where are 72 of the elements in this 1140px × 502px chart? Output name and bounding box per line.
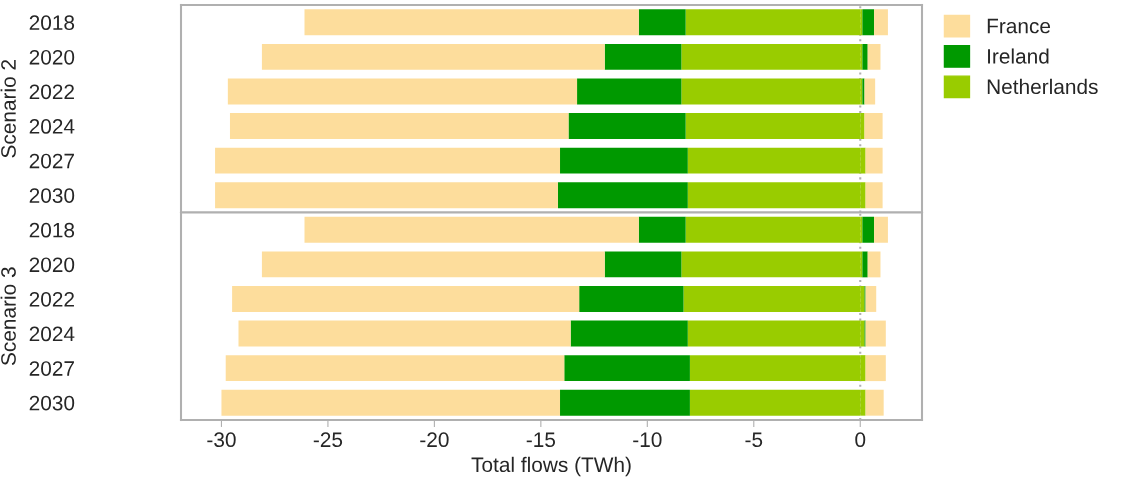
y-tick-label: 2022 xyxy=(29,291,74,307)
bar xyxy=(865,147,883,174)
bar xyxy=(685,216,861,243)
bar xyxy=(685,113,861,140)
bar xyxy=(687,320,861,347)
bar xyxy=(864,113,883,140)
y-axis-title: Scenario 3 xyxy=(0,267,16,366)
y-tick-label: 2030 xyxy=(29,188,75,203)
bar xyxy=(867,251,881,278)
bar xyxy=(862,9,875,36)
bar xyxy=(215,147,561,174)
bar xyxy=(865,182,883,209)
bar xyxy=(564,355,690,382)
bar xyxy=(560,147,688,174)
bar xyxy=(577,78,682,105)
x-tick-label: -30 xyxy=(207,432,236,448)
x-tick-label: -15 xyxy=(526,432,556,448)
bar xyxy=(683,285,861,312)
bar xyxy=(225,355,565,382)
legend-label: France xyxy=(987,18,1051,34)
bar xyxy=(560,389,690,416)
x-tick-label: 0 xyxy=(855,432,866,448)
y-tick-label: 2018 xyxy=(29,222,75,238)
y-tick-label: 2024 xyxy=(29,119,75,134)
y-tick-label: 2020 xyxy=(29,257,75,273)
legend-label: Ireland xyxy=(988,48,1049,64)
bar xyxy=(681,43,861,70)
bar xyxy=(865,285,877,312)
x-axis-title: Total flows (TWh) xyxy=(471,456,631,477)
x-tick-label: -10 xyxy=(633,432,662,448)
y-tick-label: 2027 xyxy=(29,361,74,376)
x-tick-label: -25 xyxy=(313,432,343,448)
y-tick-label: 2022 xyxy=(29,84,74,100)
y-tick-label: 2024 xyxy=(29,326,75,342)
bar xyxy=(862,216,875,243)
bar xyxy=(261,43,605,70)
bar xyxy=(304,9,639,36)
y-tick-label: 2027 xyxy=(29,153,74,169)
bar xyxy=(261,251,605,278)
bar xyxy=(864,78,876,105)
bar xyxy=(227,78,578,105)
bar xyxy=(579,285,684,312)
bar xyxy=(604,251,682,278)
bar xyxy=(557,182,688,209)
bar xyxy=(681,78,861,105)
y-axis-title: Scenario 2 xyxy=(0,59,16,158)
bar xyxy=(865,389,884,416)
bar xyxy=(874,216,888,243)
y-tick-label: 2030 xyxy=(29,395,75,411)
bar xyxy=(865,320,886,347)
bar xyxy=(238,320,571,347)
bar xyxy=(862,43,868,70)
bar xyxy=(232,285,580,312)
bar xyxy=(638,9,686,36)
bar xyxy=(865,355,886,382)
bar xyxy=(874,9,888,36)
bar xyxy=(215,182,558,209)
bar xyxy=(221,389,561,416)
legend-label: Netherlands xyxy=(987,78,1098,95)
bar xyxy=(685,9,861,36)
bar xyxy=(867,43,881,70)
x-tick-label: -5 xyxy=(745,432,763,448)
bar xyxy=(604,43,682,70)
bar xyxy=(681,251,861,278)
bar xyxy=(862,251,868,278)
x-tick-label: -20 xyxy=(420,432,449,448)
bar xyxy=(229,113,569,140)
y-tick-label: 2018 xyxy=(29,15,75,31)
y-tick-label: 2020 xyxy=(29,49,75,65)
bar xyxy=(570,320,688,347)
bar xyxy=(568,113,686,140)
bar xyxy=(638,216,686,243)
